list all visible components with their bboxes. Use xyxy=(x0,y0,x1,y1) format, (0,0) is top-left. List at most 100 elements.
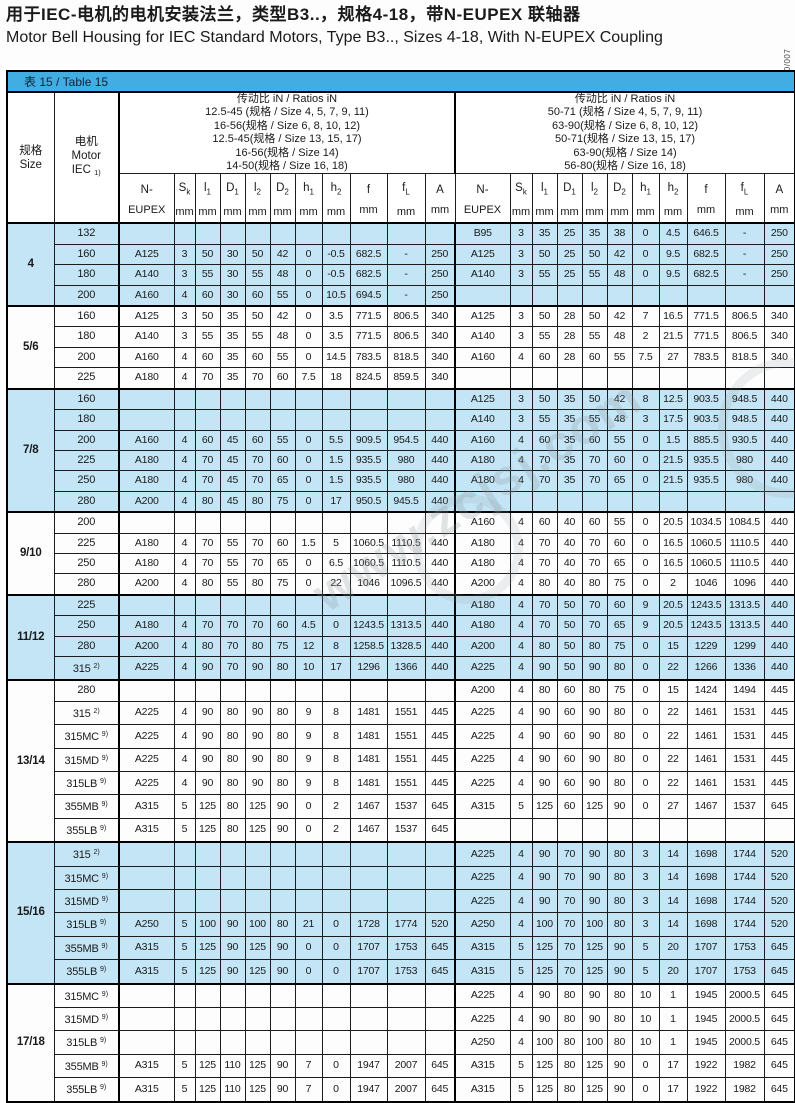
motor-footnote: 9) xyxy=(101,990,109,998)
value-cell xyxy=(194,841,221,867)
value-cell: 1243.5 xyxy=(349,615,388,637)
value-cell xyxy=(386,387,426,411)
motor-label: 132 xyxy=(53,222,120,245)
motor-column-header: 电机 Motor IEC 1) xyxy=(53,91,120,224)
value-cell: A140 xyxy=(454,409,511,431)
value-cell: 100 xyxy=(531,912,558,937)
value-cell: 48 xyxy=(606,326,633,348)
value-cell: 70 xyxy=(531,449,558,472)
value-cell: 0 xyxy=(631,1053,660,1079)
value-cell: 50 xyxy=(581,387,608,411)
value-cell: 1945 xyxy=(686,1030,726,1055)
value-cell: 90 xyxy=(606,794,633,819)
value-cell: 806.5 xyxy=(386,305,426,328)
size-group-label: 15/16 xyxy=(6,841,55,985)
value-cell: 1744 xyxy=(724,841,765,867)
value-cell: 1494 xyxy=(724,679,765,702)
value-cell: -0.5 xyxy=(321,243,351,266)
value-cell xyxy=(509,490,533,513)
value-cell xyxy=(173,1007,196,1032)
value-cell xyxy=(219,409,246,431)
value-cell: 3 xyxy=(631,409,660,431)
value-cell: 8 xyxy=(631,387,660,411)
value-cell: 80 xyxy=(194,573,221,596)
value-cell: 70 xyxy=(556,865,583,891)
value-cell: A125 xyxy=(118,305,175,328)
value-cell xyxy=(349,1007,388,1032)
value-cell: 22 xyxy=(658,724,688,749)
value-cell: 1313.5 xyxy=(724,593,765,617)
value-cell xyxy=(219,222,246,245)
value-cell: 60 xyxy=(581,511,608,534)
value-cell: 90 xyxy=(581,724,608,749)
value-cell xyxy=(686,367,726,390)
value-cell xyxy=(194,679,221,702)
value-cell: A180 xyxy=(118,367,175,390)
table-row: 200 A160 4 60 30 60 55 0 10.5 694.5-250 xyxy=(7,284,795,307)
value-cell: 520 xyxy=(763,912,795,937)
value-cell: 440 xyxy=(763,470,795,492)
table-row: 355LB 9) A315 5 125 110 125 90 7 0 1947 2007 645 A31… xyxy=(7,1077,795,1103)
value-cell xyxy=(173,409,196,431)
value-cell: 60 xyxy=(556,770,583,796)
value-cell: 818.5 xyxy=(724,346,765,369)
motor-footnote: 9) xyxy=(101,942,108,950)
value-cell: 70 xyxy=(581,470,608,492)
value-cell: 55 xyxy=(194,264,221,286)
column-header-right-sk: Sk mm xyxy=(509,173,533,224)
motor-label: 225 xyxy=(53,367,120,390)
value-cell: 9 xyxy=(294,700,323,726)
value-cell xyxy=(194,982,221,1009)
value-cell: 90 xyxy=(244,655,271,681)
value-cell: 440 xyxy=(763,573,795,596)
value-cell: 1060.5 xyxy=(686,552,726,575)
value-cell: 70 xyxy=(219,615,246,637)
table-row: 355LB 9) A315 5 125 80 125 90 0 2 1467 1537 645 xyxy=(7,817,795,843)
value-cell: 125 xyxy=(244,1077,271,1103)
value-cell: 440 xyxy=(763,409,795,431)
table-row: 200 A160 4 60 35 60 55 0 14.5 783.5 818.5 340 A160 4 6… xyxy=(7,346,795,369)
value-cell xyxy=(118,982,175,1009)
value-cell xyxy=(658,490,688,513)
column-header-left-neupex: N- EUPEX xyxy=(118,173,175,224)
value-cell: A200 xyxy=(118,635,175,657)
value-cell: A225 xyxy=(118,770,175,796)
value-cell: 0 xyxy=(294,552,323,575)
value-cell: 440 xyxy=(763,593,795,617)
value-cell: 645 xyxy=(763,1053,795,1079)
value-cell: 980 xyxy=(386,470,426,492)
value-cell: A225 xyxy=(454,889,511,914)
value-cell: A200 xyxy=(118,490,175,513)
value-cell xyxy=(219,387,246,411)
value-cell: 90 xyxy=(194,724,221,749)
value-cell: 80 xyxy=(581,635,608,657)
value-cell: 70 xyxy=(194,615,221,637)
value-cell: 4 xyxy=(509,889,533,914)
value-cell: 55 xyxy=(581,264,608,286)
value-cell: 40 xyxy=(556,532,583,554)
value-cell: 445 xyxy=(424,700,456,726)
page-title-zh: 用于IEC-电机的电机安装法兰，类型B3..，规格4-18，带N-EUPEX 联… xyxy=(6,5,581,24)
value-cell: A315 xyxy=(454,794,511,819)
value-cell: 80 xyxy=(194,635,221,657)
value-cell: 90 xyxy=(531,770,558,796)
value-cell: 682.5 xyxy=(686,264,726,286)
value-cell: 3 xyxy=(631,912,660,937)
value-cell: 50 xyxy=(244,305,271,328)
value-cell: 125 xyxy=(531,1053,558,1079)
value-cell: 125 xyxy=(194,817,221,843)
value-cell: 445 xyxy=(424,747,456,773)
value-cell xyxy=(194,593,221,617)
value-cell xyxy=(294,222,323,245)
value-cell: 4 xyxy=(509,865,533,891)
value-cell: 5 xyxy=(173,1053,196,1079)
value-cell: 5 xyxy=(173,1077,196,1103)
column-symbols-row: N- EUPEX Sk mm l1 mm D1 mm l2 mm D2 mm h1 mm h2 mm f mm fL… xyxy=(7,173,795,224)
value-cell: A160 xyxy=(118,346,175,369)
value-cell: 80 xyxy=(606,841,633,867)
value-cell: 440 xyxy=(763,511,795,534)
value-cell: 75 xyxy=(269,490,296,513)
value-cell: 0 xyxy=(294,305,323,328)
value-cell: 0 xyxy=(321,912,351,937)
value-cell: B95 xyxy=(454,222,511,245)
